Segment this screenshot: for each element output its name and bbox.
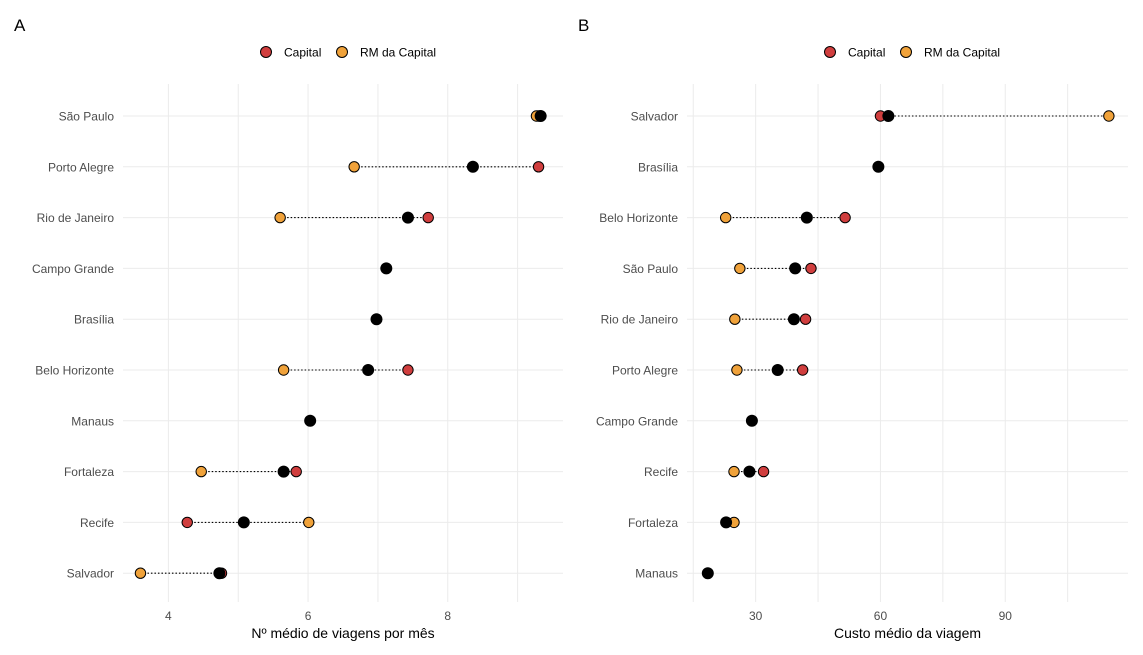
y-tick-label: Porto Alegre (612, 364, 678, 378)
y-tick-label: Brasília (74, 313, 114, 327)
rm-point (731, 364, 743, 376)
overall-point (380, 262, 393, 275)
x-tick-label: 90 (999, 609, 1013, 623)
capital-point (402, 364, 414, 376)
y-tick-label: Rio de Janeiro (37, 211, 115, 225)
rm-point (277, 364, 290, 376)
panel-a: A Capital RM da Capital São Paulo Porto Aleg… (14, 16, 563, 641)
y-tick-label: Manaus (71, 414, 114, 428)
legend-capital-key (260, 46, 272, 58)
rm-point (348, 161, 360, 173)
x-tick-label: 6 (305, 609, 312, 623)
capital-point (290, 465, 302, 478)
capital-point (796, 364, 809, 376)
y-tick-label: Campo Grande (32, 262, 114, 276)
overall-point (787, 313, 800, 326)
overall-point (362, 364, 375, 376)
x-axis-title: Custo médio da viagem (834, 625, 981, 641)
x-tick-label: 4 (165, 609, 172, 623)
panel-b: B Capital RM da Capital Salvador Brasília Bel… (578, 16, 1128, 641)
y-tick-label: Porto Alegre (48, 160, 114, 174)
y-tick-label: Fortaleza (64, 465, 114, 479)
y-tick-label: Brasília (638, 160, 678, 174)
overall-point (370, 313, 383, 326)
x-axis-title: Nº médio de viagens por mês (251, 625, 434, 641)
capital-point (181, 516, 193, 529)
overall-point (701, 567, 714, 580)
overall-point (872, 160, 885, 173)
x-tick-label: 30 (749, 609, 763, 623)
rm-point (274, 211, 286, 224)
overall-point (304, 414, 317, 427)
rm-point (728, 465, 740, 478)
overall-point (237, 516, 250, 529)
overall-point (882, 110, 895, 122)
capital-point (532, 161, 545, 173)
y-tick-label: Belo Horizonte (599, 211, 678, 225)
capital-point (799, 313, 812, 325)
legend-rm-label: RM da Capital (924, 46, 1000, 60)
legend-rm-key (336, 46, 348, 58)
overall-point (720, 516, 733, 529)
x-tick-label: 8 (444, 609, 451, 623)
y-tick-label: Recife (80, 516, 114, 530)
overall-point (277, 465, 290, 478)
capital-point (757, 465, 770, 478)
overall-point (789, 262, 802, 275)
rm-point (1103, 110, 1115, 122)
rm-point (134, 567, 147, 579)
y-tick-label: Salvador (631, 110, 678, 124)
overall-point (401, 211, 414, 224)
overall-point (800, 211, 813, 224)
y-tick-label: São Paulo (59, 110, 115, 124)
capital-point (805, 262, 817, 275)
y-tick-label: Salvador (67, 567, 114, 581)
legend: Capital RM da Capital (824, 46, 1000, 60)
panel-letter: A (14, 16, 26, 35)
legend: Capital RM da Capital (260, 46, 436, 60)
y-tick-label: Rio de Janeiro (601, 313, 679, 327)
legend-capital-key (824, 46, 836, 58)
y-tick-label: Fortaleza (628, 516, 678, 530)
overall-point (771, 364, 784, 376)
overall-point (466, 160, 479, 173)
y-tick-label: Belo Horizonte (35, 364, 114, 378)
legend-rm-key (900, 46, 912, 58)
y-tick-label: São Paulo (623, 262, 679, 276)
rm-point (719, 211, 732, 224)
y-tick-label: Manaus (635, 567, 678, 581)
legend-capital-label: Capital (284, 46, 321, 60)
panel-letter: B (578, 16, 589, 35)
y-tick-label: Recife (644, 465, 678, 479)
legend-rm-label: RM da Capital (360, 46, 436, 60)
x-tick-label: 60 (874, 609, 888, 623)
overall-point (743, 465, 756, 478)
overall-point (213, 567, 226, 580)
rm-point (734, 262, 746, 275)
legend-capital-label: Capital (848, 46, 885, 60)
rm-point (303, 516, 315, 529)
rm-point (729, 313, 741, 325)
capital-point (422, 211, 434, 224)
y-tick-label: Campo Grande (596, 414, 678, 428)
overall-point (745, 414, 758, 427)
rm-point (195, 465, 207, 478)
overall-point (534, 110, 547, 122)
capital-point (839, 211, 851, 224)
